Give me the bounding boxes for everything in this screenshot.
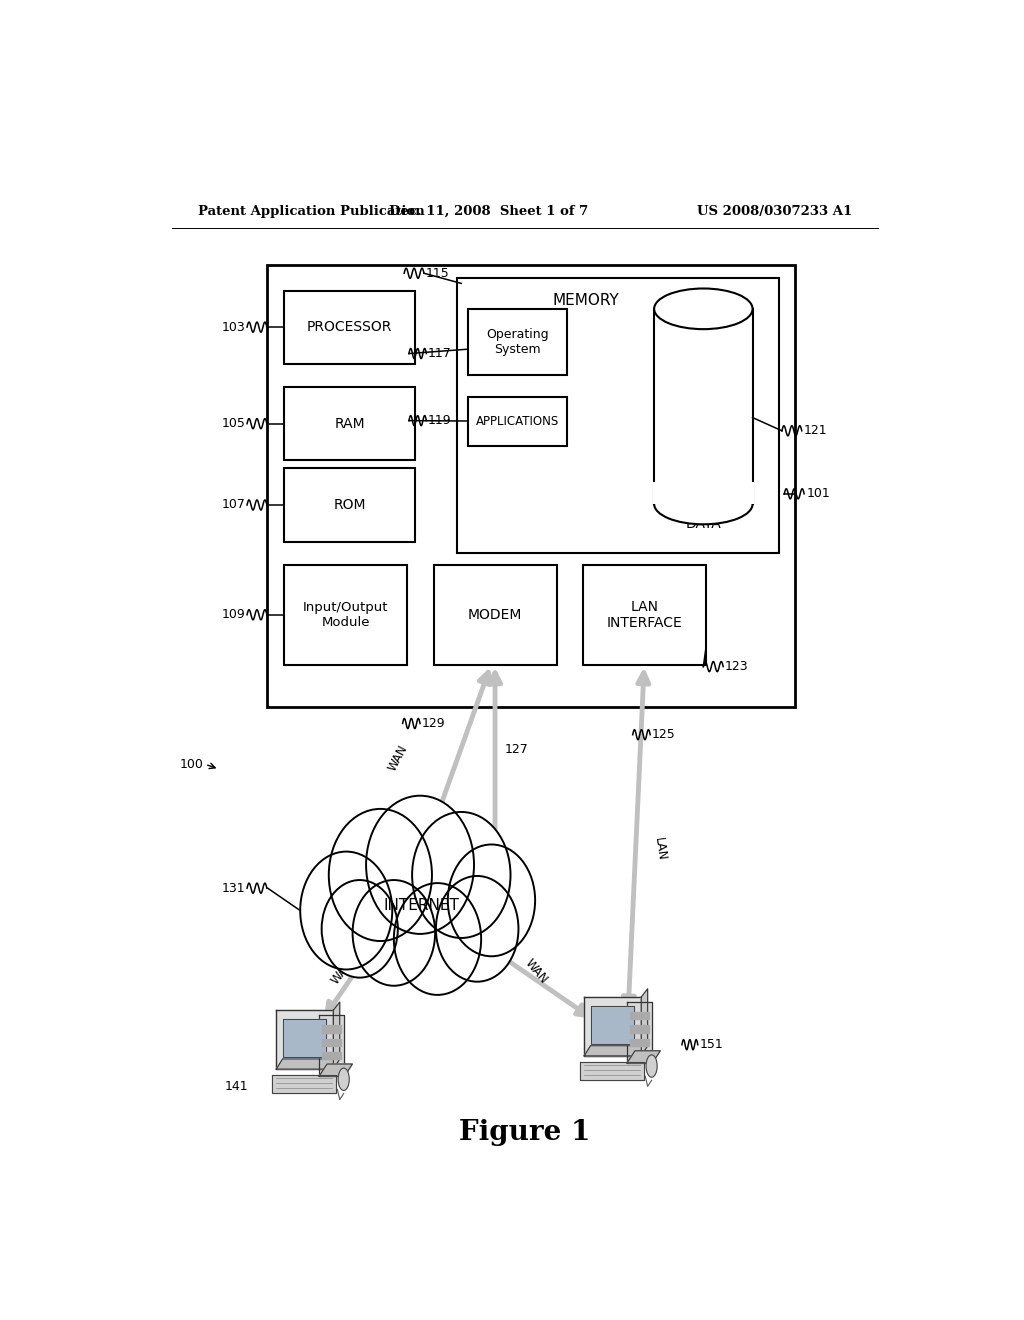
Text: Patent Application Publication: Patent Application Publication: [198, 205, 425, 218]
Text: DATA: DATA: [685, 517, 721, 532]
Polygon shape: [319, 1015, 344, 1076]
Bar: [468, 397, 567, 446]
Text: 117: 117: [428, 347, 452, 360]
Polygon shape: [272, 1076, 336, 1093]
Text: 125: 125: [652, 729, 676, 742]
Circle shape: [300, 851, 392, 969]
Polygon shape: [334, 1002, 340, 1069]
Circle shape: [352, 880, 435, 986]
Circle shape: [329, 809, 432, 941]
Text: WAN: WAN: [329, 957, 356, 986]
Text: Figure 1: Figure 1: [459, 1118, 591, 1146]
Bar: [285, 387, 416, 461]
Text: Operating
System: Operating System: [486, 327, 549, 356]
Text: 123: 123: [725, 660, 749, 673]
Polygon shape: [630, 1039, 649, 1045]
Polygon shape: [627, 1051, 660, 1063]
Bar: [583, 565, 706, 664]
Polygon shape: [276, 1059, 340, 1069]
Text: MODEM: MODEM: [468, 607, 522, 622]
Polygon shape: [584, 997, 641, 1056]
Text: 103: 103: [222, 321, 246, 334]
Text: 151: 151: [699, 1039, 723, 1051]
Text: Dec. 11, 2008  Sheet 1 of 7: Dec. 11, 2008 Sheet 1 of 7: [389, 205, 589, 218]
Text: 131: 131: [222, 882, 246, 895]
Circle shape: [436, 876, 518, 982]
Text: US 2008/0307233 A1: US 2008/0307233 A1: [696, 205, 852, 218]
Polygon shape: [627, 1002, 652, 1063]
Ellipse shape: [654, 289, 753, 329]
Bar: [458, 279, 779, 553]
Text: 121: 121: [804, 424, 827, 437]
Text: 107: 107: [221, 499, 246, 511]
Bar: [652, 482, 754, 504]
Text: 101: 101: [807, 487, 830, 500]
Text: MEMORY: MEMORY: [553, 293, 620, 308]
Polygon shape: [323, 1026, 341, 1032]
Polygon shape: [284, 1019, 327, 1057]
Text: 127: 127: [505, 743, 528, 756]
Circle shape: [412, 812, 511, 939]
Text: 129: 129: [422, 717, 445, 730]
Circle shape: [394, 883, 481, 995]
Ellipse shape: [338, 1068, 349, 1090]
Polygon shape: [581, 1063, 644, 1080]
Polygon shape: [323, 1039, 341, 1045]
Text: RAM: RAM: [335, 417, 366, 430]
Polygon shape: [641, 989, 647, 1056]
Text: INTERNET: INTERNET: [384, 898, 460, 913]
Circle shape: [447, 845, 536, 956]
Polygon shape: [323, 1052, 341, 1059]
Text: Input/Output
Module: Input/Output Module: [303, 601, 388, 628]
Text: PROCESSOR: PROCESSOR: [307, 321, 392, 334]
Bar: [267, 265, 795, 708]
Circle shape: [367, 796, 474, 935]
Circle shape: [322, 880, 398, 978]
Polygon shape: [584, 1045, 647, 1056]
Text: 109: 109: [222, 609, 246, 622]
Bar: [285, 469, 416, 541]
Text: APPLICATIONS: APPLICATIONS: [475, 416, 559, 428]
Polygon shape: [591, 1006, 634, 1044]
Text: 115: 115: [426, 267, 450, 280]
Text: LAN
INTERFACE: LAN INTERFACE: [606, 599, 682, 630]
Text: 119: 119: [428, 414, 452, 428]
Polygon shape: [630, 1026, 649, 1032]
Ellipse shape: [654, 483, 753, 524]
Text: 100: 100: [179, 758, 204, 771]
Polygon shape: [319, 1064, 352, 1076]
Text: WAN: WAN: [523, 957, 551, 986]
Polygon shape: [276, 1010, 334, 1069]
Text: 105: 105: [221, 417, 246, 430]
Bar: [468, 309, 567, 375]
Polygon shape: [630, 1012, 649, 1019]
Bar: [285, 290, 416, 364]
Text: WAN: WAN: [386, 743, 410, 774]
Text: ROM: ROM: [334, 498, 366, 512]
Ellipse shape: [646, 1055, 657, 1077]
Text: LAN: LAN: [651, 837, 668, 862]
Text: 141: 141: [225, 1080, 249, 1093]
Bar: [285, 565, 408, 664]
Bar: [433, 565, 557, 664]
